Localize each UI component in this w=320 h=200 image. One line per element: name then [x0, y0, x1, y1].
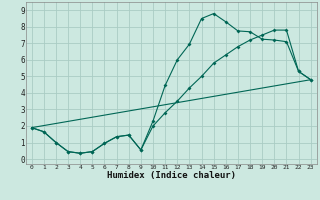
X-axis label: Humidex (Indice chaleur): Humidex (Indice chaleur): [107, 171, 236, 180]
